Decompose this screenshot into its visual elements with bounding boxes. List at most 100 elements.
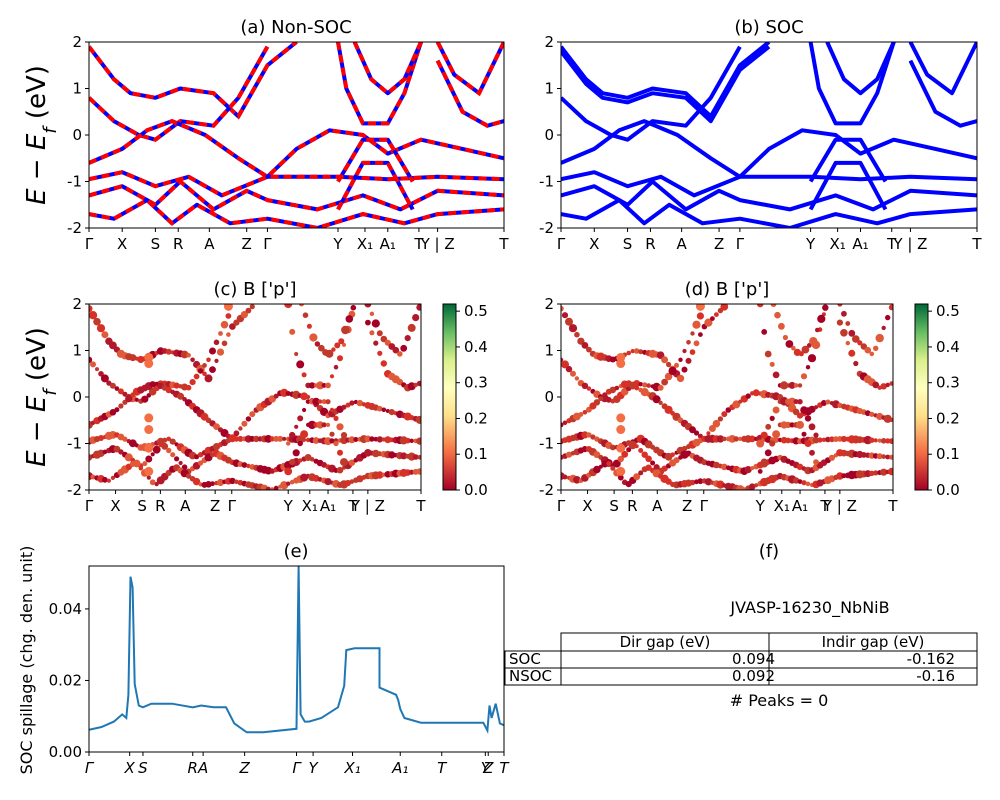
scatter-point [853, 360, 859, 367]
scatter-point [289, 431, 296, 439]
scatter-point [885, 314, 891, 321]
scatter-point [586, 346, 592, 353]
scatter-point [400, 452, 408, 460]
scatter-point [665, 478, 672, 485]
x-tick-label: Γ [85, 497, 94, 515]
scatter-point [764, 449, 772, 457]
scatter-point [329, 374, 335, 379]
scatter-point [100, 374, 109, 383]
peaks-count: # Peaks = 0 [730, 691, 829, 710]
scatter-point [412, 454, 419, 460]
scatter-point [324, 437, 332, 446]
x-tick-label: T [415, 497, 426, 515]
scatter-point [348, 436, 356, 444]
scatter-point [316, 381, 325, 390]
scatter-point [166, 436, 171, 442]
scatter-point [316, 421, 324, 429]
scatter-point [568, 324, 578, 333]
scatter-point [404, 469, 412, 476]
scatter-point [149, 479, 156, 486]
scatter-point [598, 396, 604, 402]
scatter-point [880, 383, 887, 390]
scatter-point [302, 312, 309, 319]
x-tick-label: X₁ [829, 235, 845, 253]
scatter-point [193, 373, 200, 380]
scatter-point [369, 330, 375, 336]
scatter-point [333, 415, 339, 421]
panel-f-title: (f) [759, 541, 779, 562]
scatter-point [213, 423, 220, 430]
scatter-point [581, 431, 589, 439]
scatter-point [769, 415, 775, 421]
scatter-point [841, 310, 847, 317]
scatter-point [713, 461, 720, 469]
scatter-point [581, 342, 589, 349]
scatter-point [369, 436, 375, 442]
scatter-point [586, 386, 592, 391]
band-line-blue [808, 42, 896, 126]
scatter-point [605, 396, 612, 403]
scatter-point [570, 370, 576, 377]
scatter-point [185, 384, 192, 391]
x-tick-label: Z [714, 235, 724, 253]
scatter-point [852, 335, 860, 343]
x-tick-label: X [110, 497, 120, 515]
scatter-point [273, 393, 279, 399]
scatter-point [384, 436, 392, 444]
band-line-blue [561, 42, 771, 119]
scatter-point [634, 444, 639, 449]
y-tick-label: -2 [67, 481, 82, 499]
panel-c-ylabel: E − Ef (eV) [22, 327, 61, 467]
scatter-point [349, 479, 355, 484]
x-tick-label: Γ [85, 235, 94, 253]
scatter-point [813, 405, 819, 410]
scatter-point [337, 449, 343, 456]
scatter-point [804, 415, 812, 422]
scatter-point [562, 474, 568, 480]
scatter-point [345, 315, 354, 323]
scatter-point [109, 431, 117, 439]
scatter-point [641, 451, 648, 458]
scatter-point [822, 304, 829, 311]
scatter-point [626, 447, 632, 453]
scatter-point [209, 347, 216, 355]
scatter-point [416, 380, 421, 387]
scatter-point [106, 478, 111, 483]
scatter-point [189, 379, 196, 386]
scatter-point [682, 348, 687, 354]
scatter-point [756, 304, 764, 308]
scatter-point [337, 355, 343, 362]
scatter-point [324, 478, 332, 486]
scatter-point [617, 474, 624, 481]
scatter-point [754, 483, 759, 488]
scatter-point [297, 440, 303, 447]
scatter-point [336, 423, 344, 431]
scatter-point [134, 397, 139, 402]
x-tick-label: Z [682, 497, 692, 515]
scatter-point [336, 466, 344, 474]
gap-table: Dir gap (eV) Indir gap (eV) SOC 0.094 -0… [504, 632, 978, 686]
scatter-point [617, 455, 624, 463]
band-line-red-dashed [89, 118, 504, 180]
scatter-point [693, 340, 700, 347]
scatter-point [772, 406, 780, 414]
band-line-red-dashed [89, 45, 270, 142]
scatter-point [300, 430, 309, 439]
table-row-soc-label: SOC [509, 650, 541, 668]
x-tick-label: X [582, 497, 592, 515]
x-tick-label: R [645, 235, 655, 253]
scatter-point [664, 372, 673, 381]
scatter-point [817, 437, 823, 443]
ylabel-unit: (eV) [22, 65, 52, 127]
x-tick-label: X₁ [774, 497, 790, 515]
scatter-point [885, 382, 890, 388]
scatter-point [221, 340, 228, 347]
x-tick-label: S [623, 235, 633, 253]
scatter-point [308, 382, 316, 389]
scatter-point [586, 432, 592, 438]
scatter-point [89, 356, 93, 363]
table-row-nsoc-indir: -0.16 [916, 667, 955, 685]
scatter-point [289, 459, 296, 466]
